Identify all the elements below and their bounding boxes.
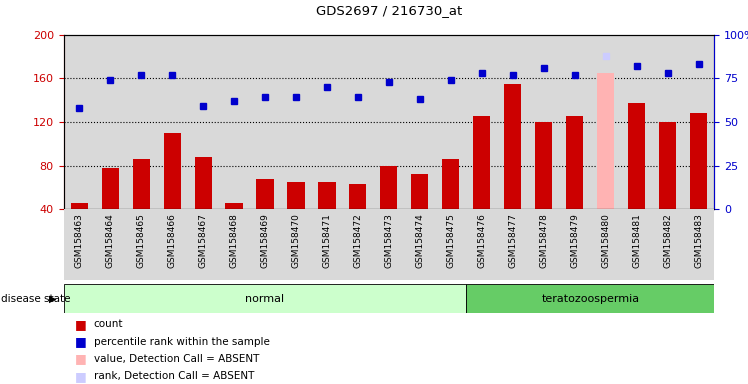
Bar <box>319 182 336 209</box>
Bar <box>280 35 311 209</box>
Text: GSM158467: GSM158467 <box>198 213 207 268</box>
Bar <box>194 157 212 209</box>
Text: GSM158465: GSM158465 <box>137 213 146 268</box>
Bar <box>684 35 714 209</box>
Bar <box>126 209 156 280</box>
Bar <box>536 122 553 209</box>
Text: GSM158472: GSM158472 <box>354 213 363 268</box>
Bar <box>188 209 218 280</box>
Bar <box>311 35 343 209</box>
Bar <box>405 35 435 209</box>
Bar <box>373 35 405 209</box>
Bar <box>94 35 126 209</box>
Bar <box>560 35 590 209</box>
Bar <box>132 159 150 209</box>
Bar <box>467 284 714 313</box>
Text: GSM158482: GSM158482 <box>663 213 672 268</box>
Bar <box>504 84 521 209</box>
Text: ■: ■ <box>75 318 87 331</box>
Text: teratozoospermia: teratozoospermia <box>542 293 640 304</box>
Bar <box>218 209 250 280</box>
Text: ▶: ▶ <box>49 293 56 304</box>
Bar <box>257 179 274 209</box>
Bar <box>250 35 280 209</box>
Bar <box>64 35 94 209</box>
Text: GDS2697 / 216730_at: GDS2697 / 216730_at <box>316 4 462 17</box>
Bar <box>64 284 467 313</box>
Text: GSM158479: GSM158479 <box>571 213 580 268</box>
Bar <box>497 35 528 209</box>
Bar <box>349 184 367 209</box>
Bar <box>225 203 242 209</box>
Bar <box>343 35 373 209</box>
Text: GSM158463: GSM158463 <box>75 213 84 268</box>
Bar <box>287 182 304 209</box>
Text: percentile rank within the sample: percentile rank within the sample <box>94 337 269 347</box>
Text: GSM158469: GSM158469 <box>260 213 269 268</box>
Bar <box>528 35 560 209</box>
Bar <box>622 35 652 209</box>
Text: GSM158475: GSM158475 <box>447 213 456 268</box>
Bar <box>652 35 684 209</box>
Bar <box>590 35 622 209</box>
Bar <box>684 209 714 280</box>
Bar <box>94 209 126 280</box>
Text: GSM158464: GSM158464 <box>105 213 114 268</box>
Text: GSM158480: GSM158480 <box>601 213 610 268</box>
Text: GSM158471: GSM158471 <box>322 213 331 268</box>
Bar <box>566 116 583 209</box>
Bar <box>311 209 343 280</box>
Text: ■: ■ <box>75 370 87 383</box>
Bar <box>70 203 88 209</box>
Bar <box>102 168 119 209</box>
Bar <box>64 209 94 280</box>
Bar <box>473 116 491 209</box>
Bar <box>467 35 497 209</box>
Bar <box>497 209 528 280</box>
Text: GSM158474: GSM158474 <box>415 213 424 268</box>
Text: GSM158481: GSM158481 <box>632 213 641 268</box>
Bar <box>188 35 218 209</box>
Text: GSM158483: GSM158483 <box>694 213 703 268</box>
Text: rank, Detection Call = ABSENT: rank, Detection Call = ABSENT <box>94 371 254 381</box>
Text: disease state: disease state <box>1 293 70 304</box>
Bar <box>628 103 646 209</box>
Bar <box>622 209 652 280</box>
Bar <box>405 209 435 280</box>
Bar <box>373 209 405 280</box>
Bar <box>156 209 188 280</box>
Text: GSM158468: GSM158468 <box>230 213 239 268</box>
Bar <box>659 122 676 209</box>
Text: GSM158476: GSM158476 <box>477 213 486 268</box>
Bar <box>435 35 467 209</box>
Bar <box>381 166 397 209</box>
Text: GSM158466: GSM158466 <box>168 213 177 268</box>
Text: GSM158470: GSM158470 <box>292 213 301 268</box>
Text: value, Detection Call = ABSENT: value, Detection Call = ABSENT <box>94 354 259 364</box>
Bar <box>156 35 188 209</box>
Bar <box>690 113 708 209</box>
Bar <box>126 35 156 209</box>
Text: GSM158478: GSM158478 <box>539 213 548 268</box>
Bar <box>164 133 180 209</box>
Text: count: count <box>94 319 123 329</box>
Text: GSM158477: GSM158477 <box>509 213 518 268</box>
Text: ■: ■ <box>75 353 87 366</box>
Bar <box>590 209 622 280</box>
Bar <box>280 209 311 280</box>
Bar <box>528 209 560 280</box>
Text: ■: ■ <box>75 335 87 348</box>
Bar <box>218 35 250 209</box>
Text: GSM158473: GSM158473 <box>384 213 393 268</box>
Bar <box>560 209 590 280</box>
Bar <box>598 73 614 209</box>
Bar <box>467 209 497 280</box>
Bar <box>343 209 373 280</box>
Bar <box>411 174 429 209</box>
Bar <box>652 209 684 280</box>
Bar <box>435 209 467 280</box>
Text: normal: normal <box>245 293 284 304</box>
Bar <box>442 159 459 209</box>
Bar <box>250 209 280 280</box>
